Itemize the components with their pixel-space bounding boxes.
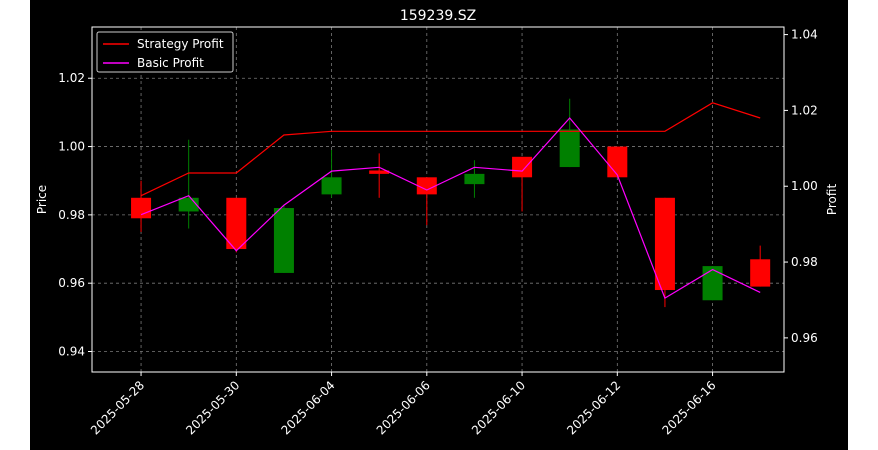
legend-label: Basic Profit <box>137 56 204 70</box>
candle-body <box>273 208 294 273</box>
y2-tick-label: 0.96 <box>791 331 818 345</box>
series-line <box>140 102 761 197</box>
y-tick-label: 1.00 <box>58 140 85 154</box>
axes: 0.94 0.96 0.98 1.00 1.02 0.96 0.98 1.00 1.02 1.04… <box>58 28 817 438</box>
chart-figure: 0.94 0.96 0.98 1.00 1.02 0.96 0.98 1.00 1.02 1.04… <box>30 0 848 450</box>
plot-frame <box>91 26 785 373</box>
candle-body <box>131 197 152 219</box>
x-tick-label: 2025-06-16 <box>659 378 718 437</box>
candle-body <box>226 197 247 250</box>
y-tick-label: 1.02 <box>58 71 85 85</box>
y2-tick-label: 1.00 <box>791 179 818 193</box>
x-tick-label: 2025-06-12 <box>564 378 623 437</box>
y2-tick-label: 0.98 <box>791 255 818 269</box>
candle-body <box>321 177 342 195</box>
y-tick-label: 0.98 <box>58 208 85 222</box>
y2-axis-label: Profit <box>825 184 839 216</box>
series-line <box>140 117 761 299</box>
profit-lines <box>140 102 761 299</box>
legend-box <box>96 31 234 73</box>
x-tick-label: 2025-05-30 <box>183 378 242 437</box>
x-tick-label: 2025-05-28 <box>88 378 147 437</box>
y2-tick-label: 1.02 <box>791 103 818 117</box>
candle-body <box>607 146 628 178</box>
x-tick-label: 2025-06-10 <box>469 378 528 437</box>
candle-body <box>369 170 390 174</box>
y2-tick-label: 1.04 <box>791 28 818 42</box>
y-tick-label: 0.96 <box>58 276 85 290</box>
legend-label: Strategy Profit <box>137 37 224 51</box>
y-axis-label: Price <box>35 185 49 214</box>
legend: Strategy Profit Basic Profit <box>96 31 234 73</box>
candle-body <box>559 129 580 168</box>
candlestick-chart: 0.94 0.96 0.98 1.00 1.02 0.96 0.98 1.00 1.02 1.04… <box>35 8 839 438</box>
candle-body <box>416 177 437 195</box>
candle-body <box>654 197 675 291</box>
y-tick-label: 0.94 <box>58 345 85 359</box>
candle-body <box>512 156 533 178</box>
chart-title: 159239.SZ <box>400 8 476 24</box>
candle-body <box>464 173 485 185</box>
x-tick-label: 2025-06-06 <box>374 378 433 437</box>
candle-body <box>750 259 771 287</box>
candle-body <box>702 266 723 301</box>
x-tick-label: 2025-06-04 <box>278 378 337 437</box>
candles <box>131 98 771 308</box>
